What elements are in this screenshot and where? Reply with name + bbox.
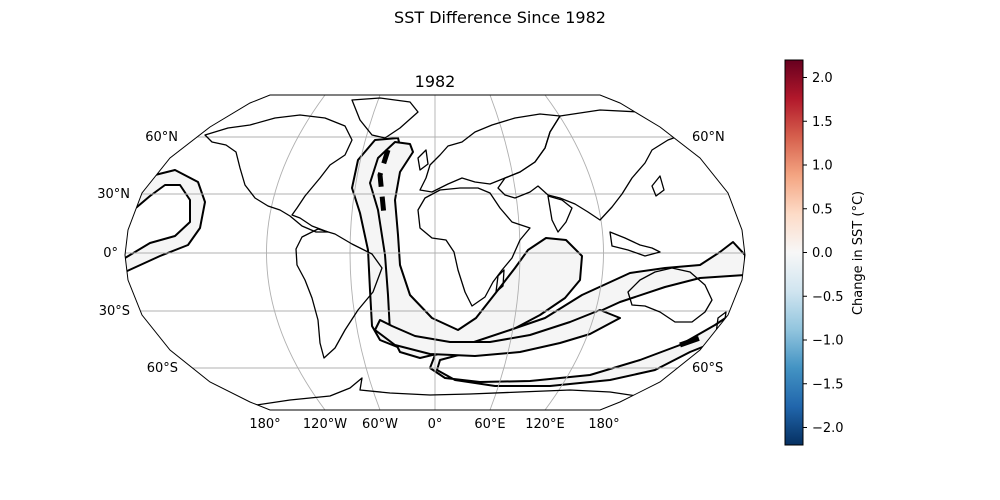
colorbar-tick-label: 0.5 (812, 202, 833, 217)
map-boundary (124, 94, 746, 411)
madagascar-coast (495, 269, 505, 293)
asia-coast (497, 109, 691, 221)
gridline-lon-60w (349, 95, 381, 410)
dashed-contour-accent (377, 149, 391, 216)
lon-label: 180° (249, 417, 280, 432)
colorbar-label: Change in SST (°C) (851, 191, 866, 315)
lon-label: 60°W (362, 417, 398, 432)
south-america-coast (295, 228, 383, 359)
colorbar-tick-label: 0.0 (812, 246, 833, 261)
gridline-lon-120e (544, 95, 604, 410)
europe-coast (419, 113, 561, 193)
gridline-lon-120w (266, 95, 326, 410)
globe-interior (125, 95, 745, 410)
coastlines (204, 97, 727, 408)
longitude-labels: 180° 120°W 60°W 0° 60°E 120°E 180° (249, 417, 619, 432)
lon-label: 0° (428, 417, 443, 432)
colorbar-tick-label: −1.5 (812, 377, 844, 392)
lat-label-right: 60°N (692, 130, 725, 145)
colorbar: 2.0 1.5 1.0 0.5 0.0 −0.5 −1.0 −1.5 −2.0 Change i… (784, 59, 866, 446)
latitude-labels-left: 60°N 30°N 0° 30°S 60°S (97, 130, 178, 376)
lon-label: 120°E (525, 417, 565, 432)
lat-label-left: 60°N (145, 130, 178, 145)
lat-label-left: 0° (103, 246, 118, 261)
north-america-coast (204, 114, 353, 233)
southern-contour-accent (679, 335, 701, 348)
lon-label: 60°E (474, 417, 505, 432)
figure-suptitle: SST Difference Since 1982 (394, 8, 606, 27)
colorbar-tick-label: −0.5 (812, 290, 844, 305)
lat-label-right: 60°S (692, 361, 723, 376)
south-atlantic-return-band (374, 309, 621, 357)
latitude-labels-right: 60°N 60°S (692, 130, 725, 376)
gridline-lon-60e (489, 95, 521, 410)
colorbar-tick-label: 1.5 (812, 115, 833, 130)
lon-label: 120°W (303, 417, 347, 432)
map-title: 1982 (415, 72, 456, 91)
greenland-coast (351, 97, 419, 139)
colorbar-ticks: 2.0 1.5 1.0 0.5 0.0 −0.5 −1.0 −1.5 −2.0 (803, 71, 844, 436)
colorbar-tick-label: −2.0 (812, 421, 844, 436)
graticule (125, 95, 745, 410)
australia-coast (627, 267, 713, 323)
colorbar-tick-label: 1.0 (812, 159, 833, 174)
colorbar-tick-label: 2.0 (812, 71, 833, 86)
uk-coast (417, 149, 429, 171)
lat-label-left: 30°N (97, 187, 130, 202)
north-pacific-band (125, 169, 206, 273)
colorbar-gradient (784, 59, 804, 446)
lat-label-left: 30°S (99, 304, 130, 319)
map-panel: 60°N 30°N 0° 30°S 60°S 60°N 60°S 180° 12… (97, 94, 746, 432)
india-coast (547, 195, 573, 233)
indian-ocean-band (369, 141, 583, 359)
japan-coast (651, 175, 665, 197)
lat-label-left: 60°S (147, 361, 178, 376)
lon-label: 180° (588, 417, 619, 432)
colorbar-tick-label: −1.0 (812, 334, 844, 349)
southeast-asia-islands-coast (609, 231, 661, 257)
